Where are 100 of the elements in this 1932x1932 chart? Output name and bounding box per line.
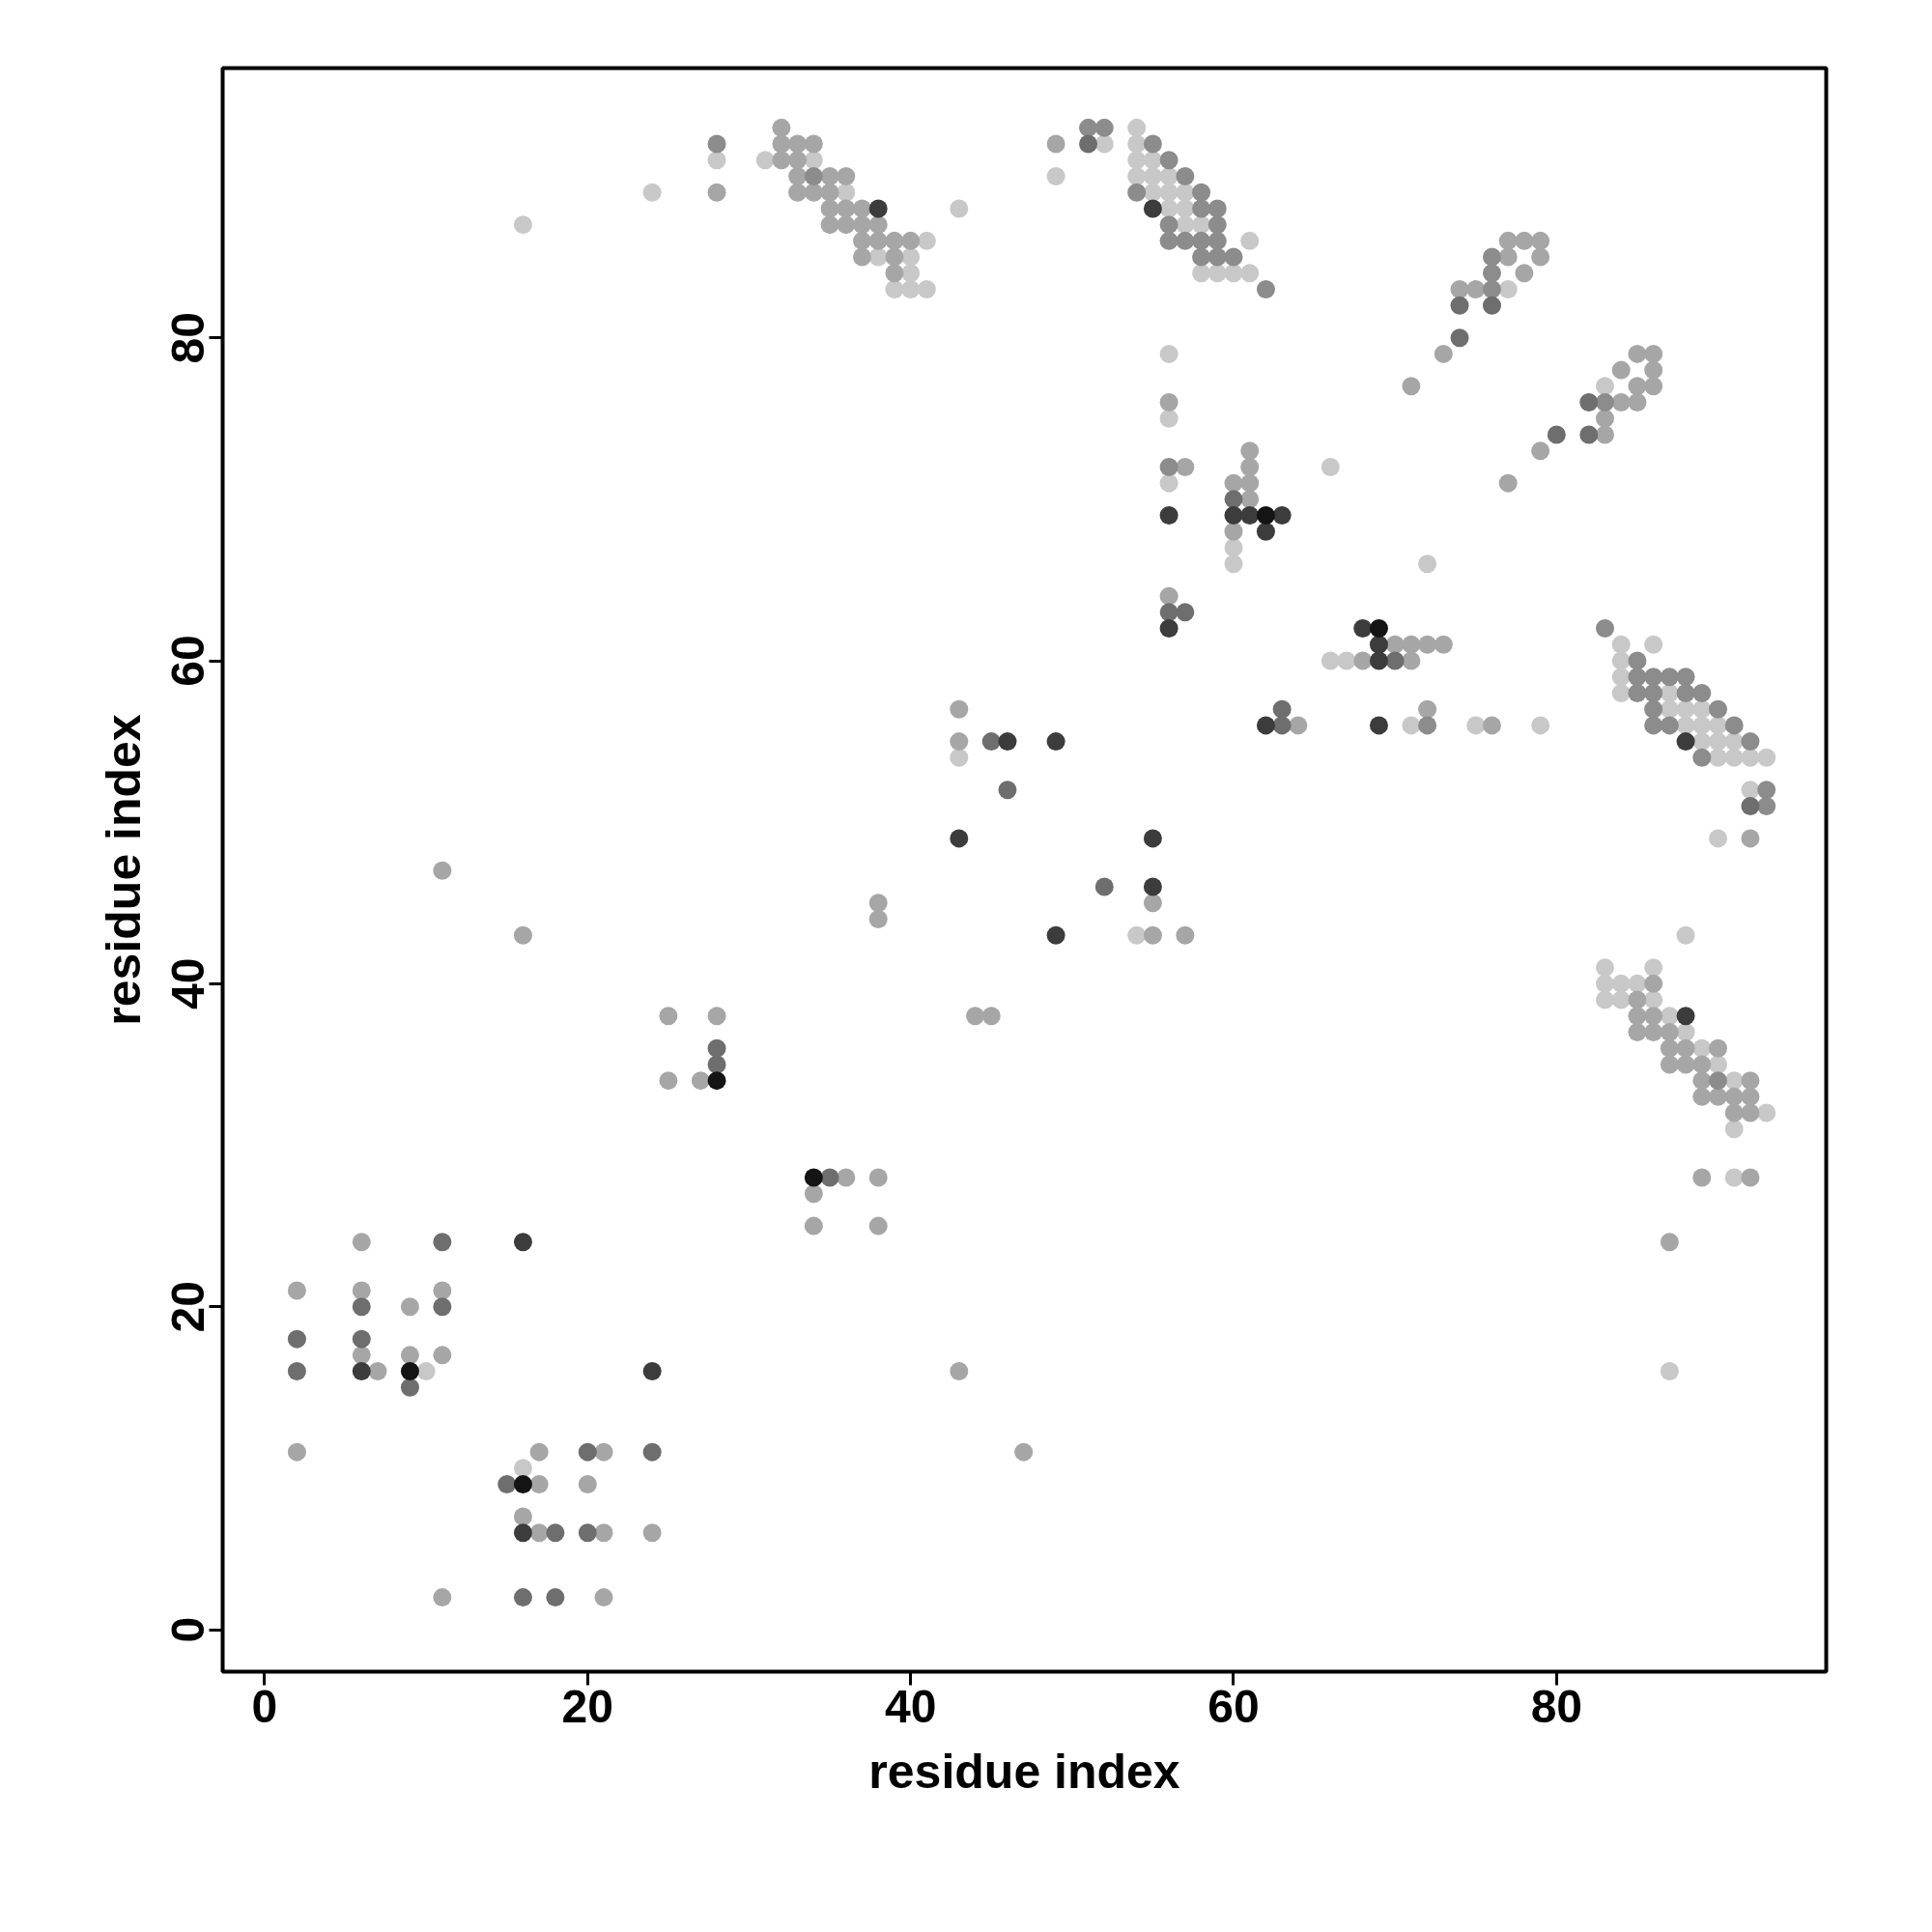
point <box>1628 683 1647 702</box>
point <box>1079 134 1098 154</box>
point <box>352 1329 371 1349</box>
point <box>1450 296 1469 315</box>
point <box>804 167 823 185</box>
point <box>1482 280 1501 298</box>
point <box>1692 748 1712 767</box>
point <box>1644 683 1663 702</box>
point <box>1224 506 1243 526</box>
point <box>1240 506 1260 526</box>
point <box>1353 619 1373 639</box>
point <box>1176 167 1195 185</box>
x-axis-title: residue index <box>868 1744 1180 1799</box>
point <box>1385 651 1405 670</box>
point <box>1143 199 1162 218</box>
point <box>1660 668 1679 687</box>
point <box>578 1442 597 1462</box>
point <box>950 829 969 848</box>
point <box>546 1588 565 1607</box>
point <box>1256 716 1275 735</box>
y-tick-label: 0 <box>162 1616 214 1643</box>
point <box>513 1233 532 1252</box>
point <box>1724 716 1744 735</box>
point <box>642 1362 662 1381</box>
point <box>287 1329 306 1349</box>
point <box>1757 796 1776 815</box>
point <box>1192 183 1211 202</box>
point <box>1741 732 1760 752</box>
point <box>1660 716 1679 735</box>
point <box>1676 1007 1695 1026</box>
point <box>707 1071 726 1091</box>
point <box>1709 699 1727 719</box>
point <box>1159 619 1179 639</box>
point <box>1450 328 1469 348</box>
point <box>998 732 1017 752</box>
point <box>1094 877 1114 896</box>
point <box>1369 651 1388 670</box>
point <box>707 134 726 154</box>
point <box>1676 732 1695 752</box>
point <box>981 732 1001 752</box>
point <box>1482 296 1501 315</box>
point <box>804 1168 823 1187</box>
point <box>1369 716 1388 735</box>
point <box>1224 247 1243 267</box>
point <box>1143 829 1162 848</box>
point <box>513 1588 532 1607</box>
point <box>1159 457 1179 476</box>
point <box>1159 151 1179 170</box>
point <box>1579 393 1599 412</box>
point <box>1369 619 1388 639</box>
point <box>868 199 888 218</box>
y-axis-title: residue index <box>96 714 151 1026</box>
point <box>1208 199 1227 218</box>
x-tick-label: 0 <box>251 1680 278 1732</box>
x-tick-label: 60 <box>1208 1680 1260 1732</box>
point <box>400 1378 419 1397</box>
point <box>1159 506 1179 526</box>
point <box>1256 522 1275 541</box>
x-tick-label: 20 <box>561 1680 613 1732</box>
point <box>998 781 1017 800</box>
point <box>1676 668 1695 687</box>
point <box>1579 425 1599 444</box>
point <box>1741 796 1760 815</box>
x-tick-label: 40 <box>884 1680 937 1732</box>
point <box>820 1168 839 1187</box>
point <box>1159 231 1179 250</box>
point <box>1595 619 1614 639</box>
point <box>1256 280 1275 298</box>
point <box>1094 118 1114 137</box>
y-tick-label: 60 <box>162 635 214 687</box>
point <box>1482 264 1501 283</box>
point <box>1418 716 1437 735</box>
point <box>1192 199 1211 218</box>
point <box>1272 716 1292 735</box>
point <box>1192 231 1211 250</box>
point <box>1176 231 1195 250</box>
point <box>1272 506 1292 526</box>
x-tick-label: 80 <box>1530 1680 1583 1732</box>
point <box>1692 683 1712 702</box>
point <box>497 1475 517 1494</box>
point <box>1079 118 1098 137</box>
point <box>352 1362 371 1381</box>
point <box>546 1523 565 1543</box>
point <box>433 1297 452 1317</box>
point <box>578 1523 597 1543</box>
point <box>1143 877 1162 896</box>
point <box>1208 215 1227 235</box>
point <box>1208 231 1227 250</box>
point <box>352 1297 371 1317</box>
point <box>1176 603 1195 622</box>
point <box>1709 1071 1727 1091</box>
point <box>513 1523 532 1543</box>
point <box>1644 716 1663 735</box>
point <box>400 1362 419 1381</box>
point <box>1595 393 1614 412</box>
point <box>1208 247 1227 267</box>
y-tick-label: 20 <box>162 1281 214 1333</box>
point <box>1676 683 1695 702</box>
point <box>1159 215 1179 235</box>
point <box>1628 651 1647 670</box>
